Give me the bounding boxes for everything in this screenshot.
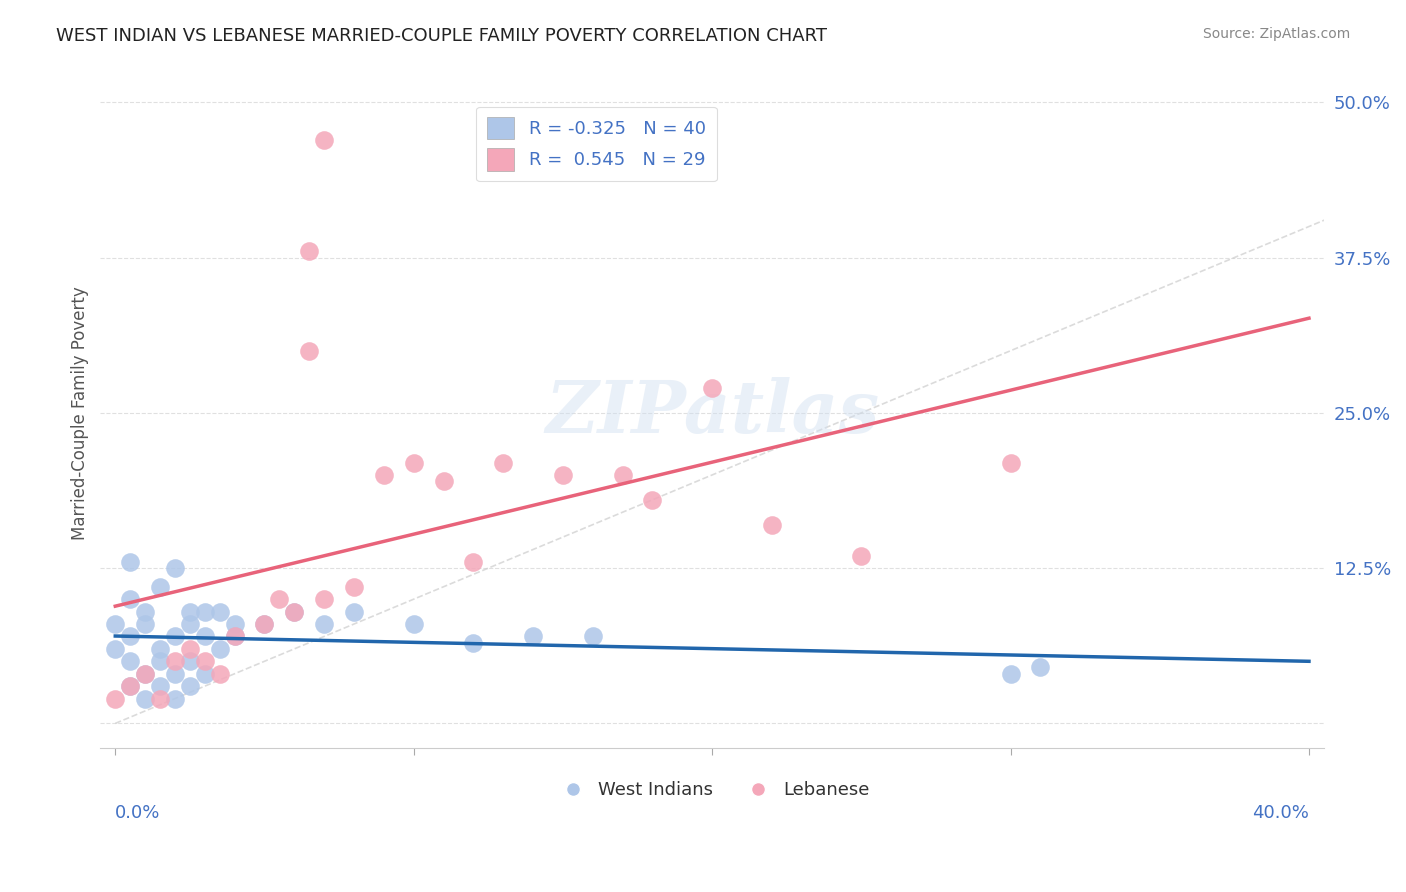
Point — [612, 467, 634, 482]
Text: ZIPatlas: ZIPatlas — [546, 377, 879, 449]
Point — [1000, 456, 1022, 470]
Text: 0.0%: 0.0% — [115, 805, 160, 822]
Point — [134, 617, 156, 632]
Point — [179, 679, 201, 693]
Point — [551, 467, 574, 482]
Point — [104, 641, 127, 656]
Point — [402, 617, 425, 632]
Text: 40.0%: 40.0% — [1253, 805, 1309, 822]
Point — [1029, 660, 1052, 674]
Point — [641, 492, 664, 507]
Point — [343, 580, 366, 594]
Point — [120, 679, 142, 693]
Point — [224, 630, 246, 644]
Point — [149, 580, 172, 594]
Point — [134, 666, 156, 681]
Point — [208, 605, 231, 619]
Point — [402, 456, 425, 470]
Point — [253, 617, 276, 632]
Point — [179, 641, 201, 656]
Point — [1000, 666, 1022, 681]
Point — [179, 617, 201, 632]
Point — [120, 654, 142, 668]
Point — [194, 630, 217, 644]
Point — [194, 666, 217, 681]
Point — [120, 679, 142, 693]
Y-axis label: Married-Couple Family Poverty: Married-Couple Family Poverty — [72, 286, 89, 540]
Point — [149, 654, 172, 668]
Point — [463, 555, 485, 569]
Point — [208, 666, 231, 681]
Point — [463, 635, 485, 649]
Point — [208, 641, 231, 656]
Point — [134, 691, 156, 706]
Point — [134, 666, 156, 681]
Point — [283, 605, 305, 619]
Point — [851, 549, 873, 563]
Point — [224, 630, 246, 644]
Point — [314, 132, 336, 146]
Point — [224, 617, 246, 632]
Point — [492, 456, 515, 470]
Point — [149, 641, 172, 656]
Point — [700, 381, 723, 395]
Text: Source: ZipAtlas.com: Source: ZipAtlas.com — [1202, 27, 1350, 41]
Point — [120, 630, 142, 644]
Point — [314, 592, 336, 607]
Point — [269, 592, 291, 607]
Point — [522, 630, 544, 644]
Point — [149, 679, 172, 693]
Point — [314, 617, 336, 632]
Point — [163, 561, 186, 575]
Point — [163, 654, 186, 668]
Point — [194, 605, 217, 619]
Legend: West Indians, Lebanese: West Indians, Lebanese — [547, 774, 877, 806]
Point — [134, 605, 156, 619]
Point — [120, 555, 142, 569]
Point — [761, 517, 783, 532]
Point — [104, 691, 127, 706]
Point — [179, 605, 201, 619]
Point — [194, 654, 217, 668]
Point — [283, 605, 305, 619]
Point — [373, 467, 395, 482]
Point — [120, 592, 142, 607]
Point — [179, 654, 201, 668]
Point — [149, 691, 172, 706]
Point — [298, 244, 321, 259]
Point — [298, 343, 321, 358]
Point — [163, 666, 186, 681]
Point — [253, 617, 276, 632]
Point — [582, 630, 605, 644]
Point — [432, 474, 454, 488]
Point — [163, 630, 186, 644]
Point — [104, 617, 127, 632]
Point — [343, 605, 366, 619]
Point — [163, 691, 186, 706]
Text: WEST INDIAN VS LEBANESE MARRIED-COUPLE FAMILY POVERTY CORRELATION CHART: WEST INDIAN VS LEBANESE MARRIED-COUPLE F… — [56, 27, 827, 45]
